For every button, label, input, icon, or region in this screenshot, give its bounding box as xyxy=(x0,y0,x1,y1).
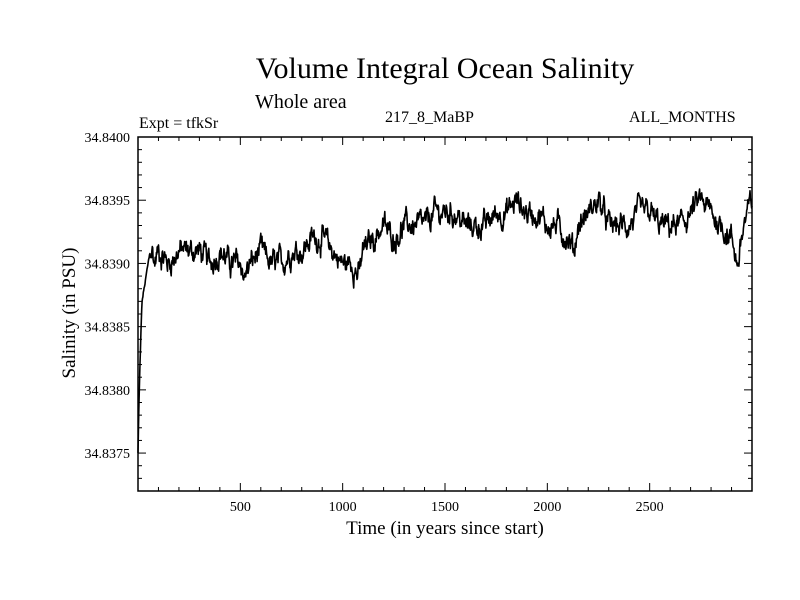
y-tick-label: 34.8400 xyxy=(85,131,131,146)
months-label: ALL_MONTHS xyxy=(629,109,736,126)
salinity-series-line xyxy=(137,188,753,453)
plot-frame xyxy=(137,136,753,492)
x-tick-label: 1500 xyxy=(431,500,459,515)
x-tick-label: 500 xyxy=(230,500,251,515)
x-tick-label: 2000 xyxy=(533,500,561,515)
axis-tick-labels: 500 1000 1500 2000 2500 34.8375 34.8380 34.8385… xyxy=(85,131,664,515)
y-tick-label: 34.8395 xyxy=(85,194,131,209)
run-label: 217_8_MaBP xyxy=(385,109,474,126)
y-tick-label: 34.8380 xyxy=(85,384,131,399)
chart-subtitle: Whole area xyxy=(255,91,347,113)
y-tick-label: 34.8375 xyxy=(85,447,131,462)
y-tick-label: 34.8385 xyxy=(85,321,131,336)
y-tick-label: 34.8390 xyxy=(85,257,131,272)
x-tick-label: 1000 xyxy=(329,500,357,515)
experiment-label: Expt = tfkSr xyxy=(139,115,219,132)
axis-ticks xyxy=(138,136,752,492)
x-tick-label: 2500 xyxy=(636,500,664,515)
x-axis-label: Time (in years since start) xyxy=(346,518,544,539)
chart-title: Volume Integral Ocean Salinity xyxy=(255,52,635,85)
